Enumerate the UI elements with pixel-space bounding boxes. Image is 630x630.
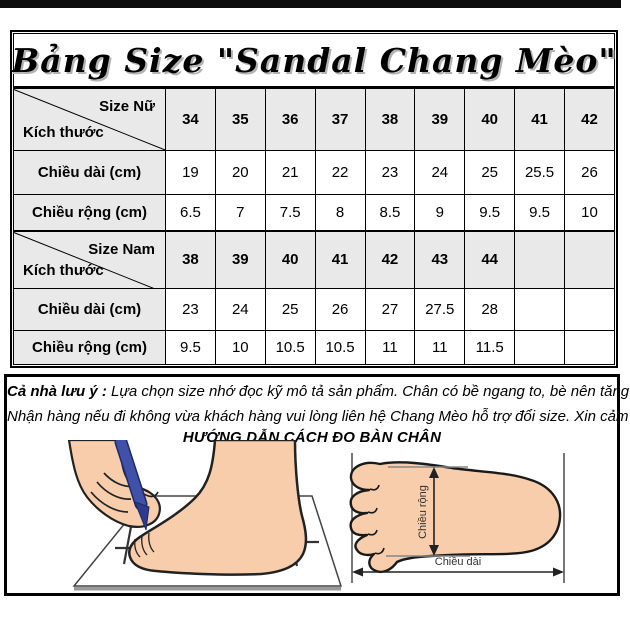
women-size-cell: 36 [264, 88, 316, 151]
women-width-cell: 9.5 [514, 194, 565, 231]
width-row-label: Chiều rộng (cm) [13, 194, 166, 231]
men-size-cell: 38 [165, 229, 216, 289]
women-length-cell: 19 [165, 150, 216, 195]
men-width-cell: 11.5 [464, 330, 516, 365]
length-arrow [352, 567, 564, 577]
men-size-header-row: Size Nam Kích thước 38 39 40 41 42 43 44 [13, 229, 615, 289]
men-corner-bottom-label: Kích thước [23, 262, 104, 279]
men-width-cell-empty [514, 330, 565, 365]
women-corner-top-label: Size Nữ [99, 98, 155, 115]
note-line-2: Nhận hàng nếu đi không vừa khách hàng vu… [7, 406, 630, 427]
men-length-row: Chiều dài (cm) 23 24 25 26 27 27.5 28 [13, 288, 615, 331]
women-width-cell: 8 [314, 194, 366, 231]
note-lead: Cả nhà lưu ý : [7, 383, 107, 400]
width-label: Chiều rộng [417, 485, 429, 539]
women-width-cell: 7.5 [264, 194, 316, 231]
note-text-2: Nhận hàng nếu đi không vừa khách hàng vu… [7, 408, 630, 425]
women-size-cell: 34 [165, 88, 216, 151]
foot-measurement-diagram: Chiều rộng Chiều dài [349, 453, 565, 583]
women-size-cell: 37 [314, 88, 366, 151]
men-width-cell: 11 [364, 330, 416, 365]
women-length-cell: 26 [564, 150, 615, 195]
men-size-cell-empty [514, 229, 565, 289]
men-length-cell: 23 [165, 288, 216, 331]
men-size-cell: 42 [364, 229, 416, 289]
women-length-row: Chiều dài (cm) 19 20 21 22 23 24 25 25.5… [13, 150, 615, 195]
women-size-cell: 42 [564, 88, 615, 151]
toe-lines [134, 532, 155, 558]
width-row-label: Chiều rộng (cm) [13, 330, 166, 365]
men-width-cell: 10.5 [314, 330, 366, 365]
men-corner-cell: Size Nam Kích thước [13, 229, 166, 289]
women-width-cell: 8.5 [364, 194, 416, 231]
men-length-cell: 27 [364, 288, 416, 331]
women-length-cell: 24 [414, 150, 466, 195]
women-width-cell: 9 [414, 194, 466, 231]
width-arrow [429, 467, 439, 556]
women-length-cell: 25.5 [514, 150, 565, 195]
size-table-container: Bảng Size "Sandal Chang Mèo" Size Nữ Kíc… [10, 30, 618, 368]
men-length-cell: 28 [464, 288, 516, 331]
pen-body [116, 440, 146, 509]
men-size-cell: 40 [264, 229, 316, 289]
women-corner-bottom-label: Kích thước [23, 124, 104, 141]
women-size-cell: 35 [214, 88, 266, 151]
men-length-cell-empty [564, 288, 615, 331]
women-size-cell: 40 [464, 88, 516, 151]
women-size-header-row: Size Nữ Kích thước 34 35 36 37 38 39 40 … [13, 88, 615, 151]
men-size-cell: 39 [214, 229, 266, 289]
foot-top-view [349, 461, 562, 574]
note-text-1: Lựa chọn size nhớ đọc kỹ mô tả sản phẩm.… [106, 383, 630, 400]
length-row-label: Chiều dài (cm) [13, 150, 166, 195]
length-row-label: Chiều dài (cm) [13, 288, 166, 331]
women-length-cell: 25 [464, 150, 516, 195]
note-line-1: Cả nhà lưu ý : Lựa chọn size nhớ đọc kỹ … [7, 381, 630, 402]
women-size-cell: 41 [514, 88, 565, 151]
width-tick-lines [386, 466, 470, 557]
men-size-cell: 41 [314, 229, 366, 289]
women-size-cell: 39 [414, 88, 466, 151]
top-black-bar [0, 0, 621, 8]
women-length-cell: 23 [364, 150, 416, 195]
men-size-cell: 44 [464, 229, 516, 289]
women-width-cell: 10 [564, 194, 615, 231]
foot-side-view [128, 440, 308, 576]
size-table: Size Nữ Kích thước 34 35 36 37 38 39 40 … [13, 88, 615, 365]
men-length-cell: 24 [214, 288, 266, 331]
men-width-cell: 10 [214, 330, 266, 365]
men-size-cell: 43 [414, 229, 466, 289]
foot-tracing-illustration [67, 440, 343, 591]
men-length-cell: 26 [314, 288, 366, 331]
men-length-cell: 27.5 [414, 288, 466, 331]
chart-title: Bảng Size "Sandal Chang Mèo" [11, 40, 617, 80]
men-width-row: Chiều rộng (cm) 9.5 10 10.5 10.5 11 11 1… [13, 330, 615, 365]
toe-gap-lines [367, 484, 385, 555]
women-size-cell: 38 [364, 88, 416, 151]
length-label: Chiều dài [435, 556, 481, 568]
women-length-cell: 20 [214, 150, 266, 195]
women-width-row: Chiều rộng (cm) 6.5 7 7.5 8 8.5 9 9.5 9.… [13, 194, 615, 231]
men-width-cell: 11 [414, 330, 466, 365]
men-length-cell: 25 [264, 288, 316, 331]
note-and-guide-box: Cả nhà lưu ý : Lựa chọn size nhớ đọc kỹ … [4, 374, 630, 596]
women-width-cell: 6.5 [165, 194, 216, 231]
chart-title-row: Bảng Size "Sandal Chang Mèo" [11, 33, 617, 88]
men-corner-top-label: Size Nam [88, 240, 155, 258]
men-width-cell: 10.5 [264, 330, 316, 365]
women-length-cell: 21 [264, 150, 316, 195]
women-width-cell: 9.5 [464, 194, 516, 231]
men-width-cell: 9.5 [165, 330, 216, 365]
pen-tip [134, 501, 150, 531]
women-corner-cell: Size Nữ Kích thước [13, 88, 166, 151]
men-size-cell-empty [564, 229, 615, 289]
men-width-cell-empty [564, 330, 615, 365]
women-length-cell: 22 [314, 150, 366, 195]
women-width-cell: 7 [214, 194, 266, 231]
men-length-cell-empty [514, 288, 565, 331]
